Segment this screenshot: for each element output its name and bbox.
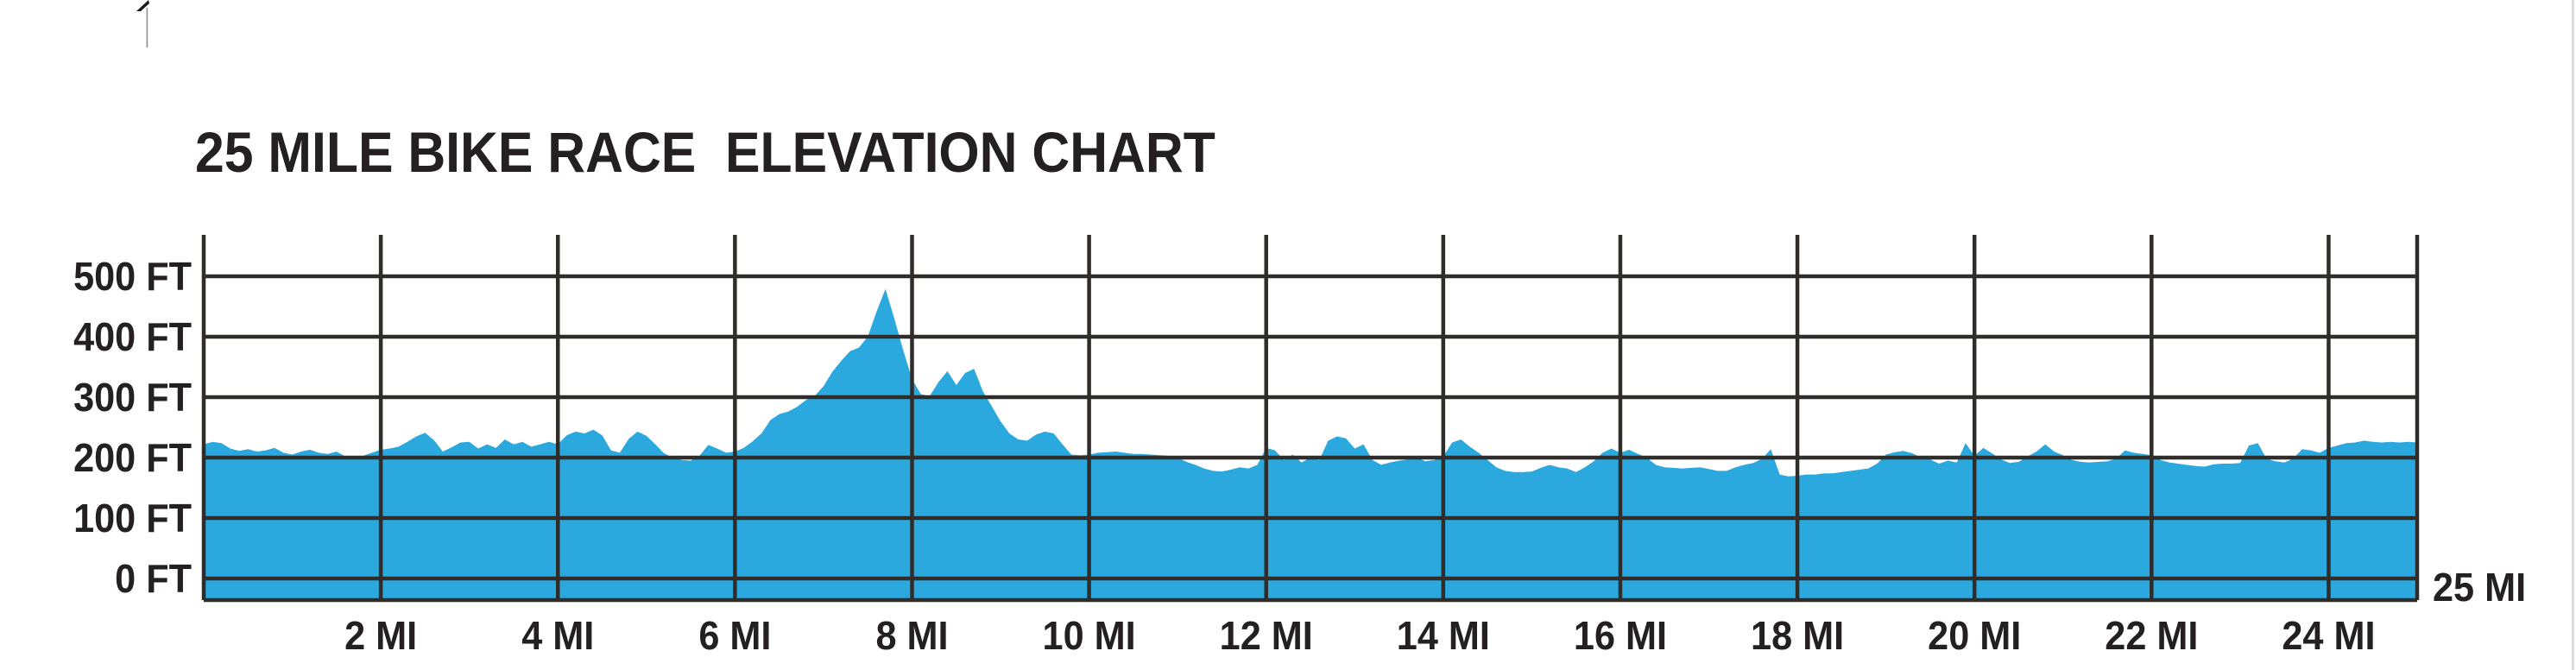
y-tick-label: 0 FT	[115, 558, 192, 601]
scan-artifact-line	[146, 8, 148, 47]
scan-artifact-wedge	[136, 0, 149, 11]
y-tick-label: 500 FT	[73, 256, 192, 299]
y-tick-label: 200 FT	[73, 437, 192, 480]
x-axis-end-label: 25 MI	[2433, 566, 2526, 610]
elevation-area-group	[204, 288, 2417, 600]
x-tick-label: 20 MI	[1928, 615, 2021, 658]
x-tick-label: 24 MI	[2282, 615, 2375, 658]
x-tick-label: 12 MI	[1220, 615, 1313, 658]
x-axis-labels: 2 MI 4 MI 6 MI 8 MI 10 MI 12 MI 14 MI 16 MI 18 M…	[344, 566, 2526, 658]
x-tick-label: 8 MI	[875, 615, 948, 658]
scan-artifact-mark	[136, 0, 149, 47]
scan-edge-artifact	[2572, 0, 2574, 670]
gridline-group	[201, 235, 2420, 603]
y-tick-label: 100 FT	[73, 497, 192, 540]
chart-title: 25 MILE BIKE RACE ELEVATION CHART	[195, 120, 1215, 184]
x-tick-label: 2 MI	[344, 615, 417, 658]
x-tick-label: 6 MI	[698, 615, 771, 658]
y-tick-label: 300 FT	[73, 376, 192, 420]
x-tick-label: 14 MI	[1397, 615, 1490, 658]
elevation-area	[204, 288, 2417, 600]
x-tick-label: 16 MI	[1574, 615, 1667, 658]
x-tick-label: 4 MI	[521, 615, 594, 658]
y-axis-labels: 500 FT 400 FT 300 FT 200 FT 100 FT 0 FT	[73, 256, 192, 601]
x-tick-label: 18 MI	[1751, 615, 1844, 658]
x-tick-label: 10 MI	[1043, 615, 1136, 658]
y-tick-label: 400 FT	[73, 316, 192, 359]
x-tick-label: 22 MI	[2105, 615, 2198, 658]
